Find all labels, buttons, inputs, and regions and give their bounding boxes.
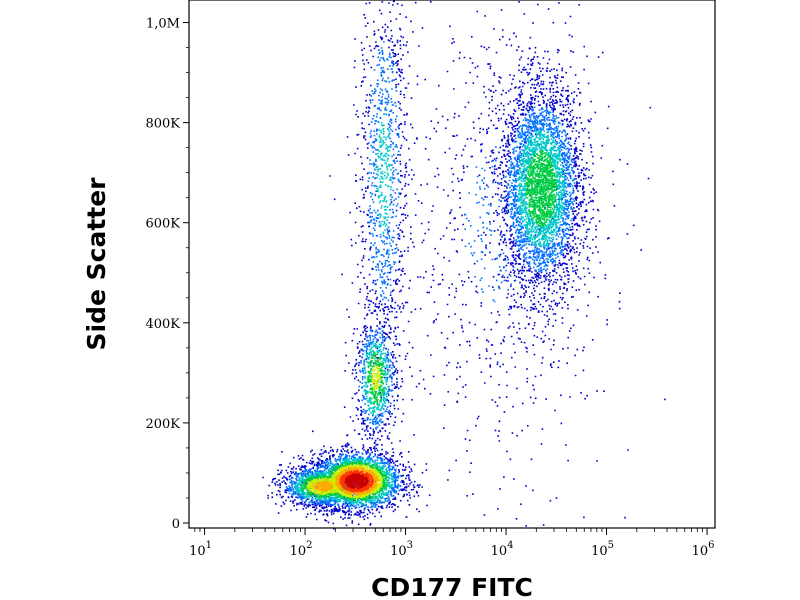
x-tick-label: 106 [692, 540, 715, 559]
scatter-point-group [344, 473, 369, 490]
y-axis-ticks: 0 200K 400K 600K 800K 1,0M [145, 17, 189, 532]
scatter-point-group [300, 150, 558, 502]
scatter-point-group [262, 0, 666, 530]
x-tick-label: 105 [591, 540, 614, 559]
x-tick-label: 103 [390, 540, 413, 559]
x-tick-label: 104 [491, 540, 514, 559]
y-axis-title: Side Scatter [82, 177, 111, 351]
scatter-points [262, 0, 666, 530]
x-tick-label: 102 [290, 540, 313, 559]
scatter-point-group [339, 469, 374, 493]
y-tick-label: 400K [145, 317, 180, 332]
scatter-point-group [313, 467, 379, 496]
y-tick-label: 600K [145, 217, 180, 232]
scatter-point-group [285, 41, 576, 510]
x-axis-title: CD177 FITC [371, 573, 533, 600]
y-tick-label: 200K [145, 417, 180, 432]
y-tick-label: 1,0M [146, 17, 180, 32]
plot-area-frame [188, 0, 716, 529]
x-tick-label: 101 [189, 540, 212, 559]
scatter-point-group [306, 364, 383, 499]
y-tick-label: 0 [172, 517, 180, 532]
x-axis-ticks: 101 102 103 104 105 106 [189, 528, 715, 559]
y-tick-label: 800K [145, 117, 180, 132]
